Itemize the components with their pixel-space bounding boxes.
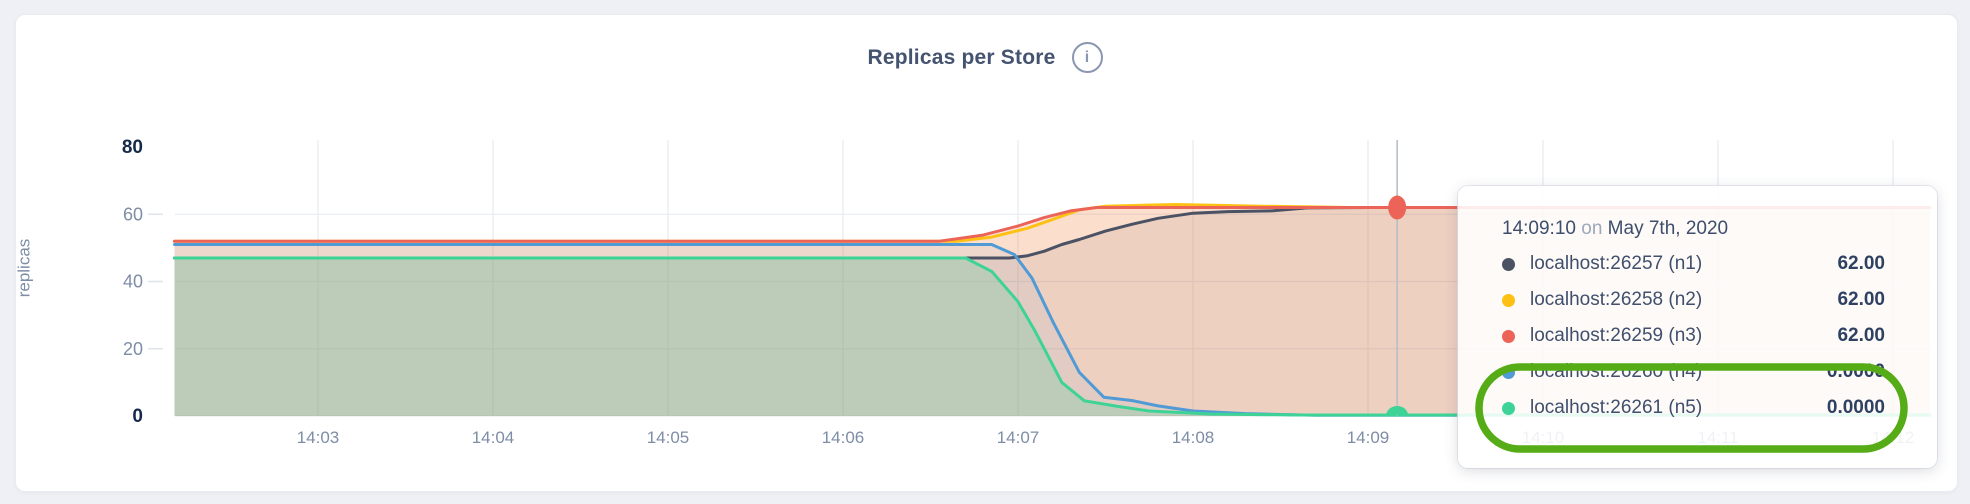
series-dot-n4 [1502,365,1515,379]
chart-title: Replicas per Store [867,45,1056,69]
tooltip-row: localhost:26257 (n1) 62.00 [1502,246,1937,282]
info-icon[interactable]: i [1071,42,1103,73]
tooltip-row-label: localhost:26260 (n4) [1530,361,1703,382]
chart-header: Replicas per Store i [0,42,1970,73]
tooltip-row-label: localhost:26259 (n3) [1530,325,1703,346]
series-dot-n1 [1502,257,1515,271]
tooltip-header: 14:09:10 on May 7th, 2020 [1502,216,1937,242]
tooltip-date: May 7th, 2020 [1607,218,1729,239]
tooltip-row-value: 62.00 [1837,253,1885,274]
tooltip-row-label: localhost:26258 (n2) [1530,289,1703,310]
tooltip-row: localhost:26261 (n5) 0.0000 [1502,390,1937,426]
tooltip-row-value: 0.0000 [1826,397,1885,418]
series-dot-n2 [1502,293,1515,307]
tooltip-row-value: 62.00 [1837,325,1885,346]
series-dot-n3 [1502,329,1515,343]
tooltip-time: 14:09:10 [1502,218,1576,239]
tooltip-row-label: localhost:26261 (n5) [1530,397,1703,418]
tooltip-connector: on [1581,218,1603,239]
tooltip-row: localhost:26258 (n2) 62.00 [1502,282,1937,318]
tooltip-row: localhost:26259 (n3) 62.00 [1502,318,1937,354]
hover-tooltip: 14:09:10 on May 7th, 2020 localhost:2625… [1458,186,1937,468]
tooltip-row-label: localhost:26257 (n1) [1530,253,1703,274]
tooltip-row: localhost:26260 (n4) 0.0000 [1502,354,1937,390]
tooltip-row-value: 0.0000 [1826,361,1885,382]
y-axis-label-text: replicas [14,238,33,298]
series-dot-n5 [1502,401,1515,415]
tooltip-row-value: 62.00 [1837,289,1885,310]
